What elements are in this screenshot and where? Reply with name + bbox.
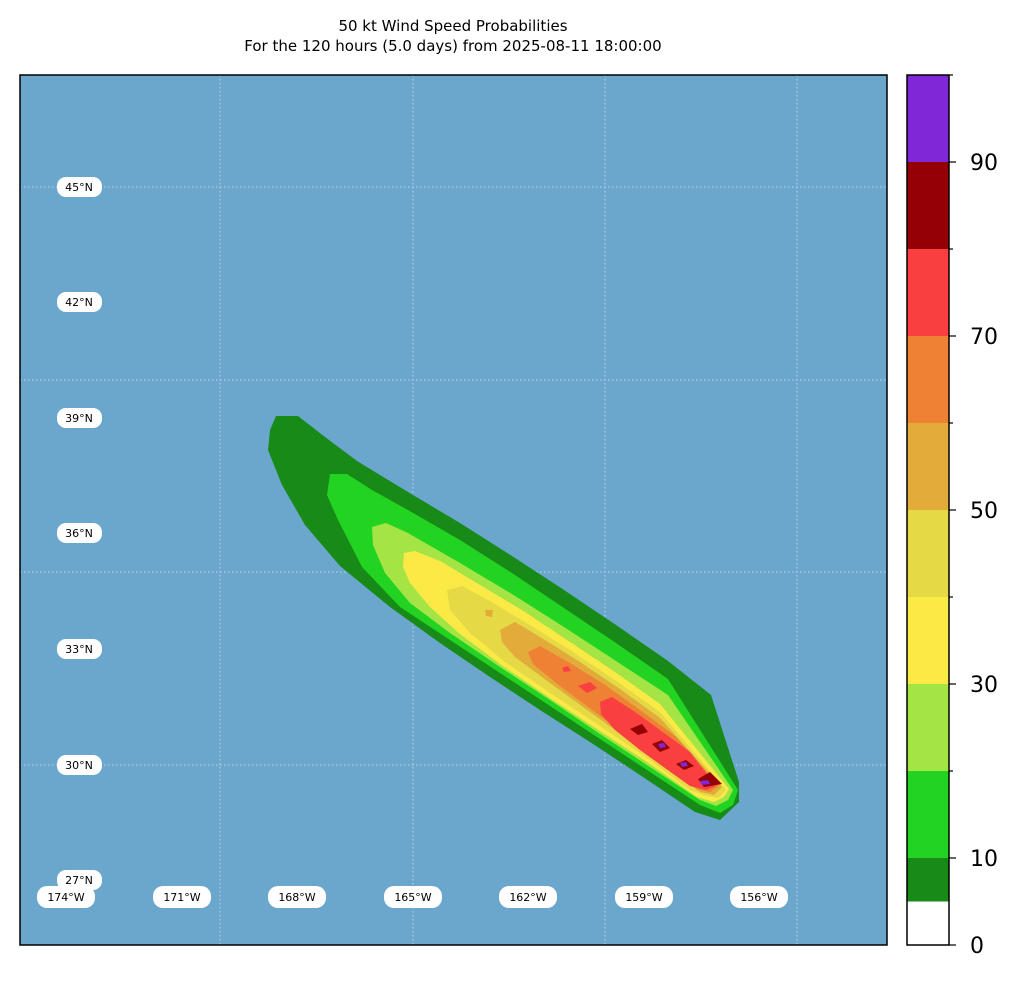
colorbar-frame [906, 74, 950, 946]
lat-label-36n: 36°N [57, 523, 102, 543]
map-frame [19, 74, 888, 946]
colorbar-bin-1 [907, 858, 949, 902]
lat-label-text: 27°N [65, 874, 93, 887]
colorbar [907, 75, 949, 945]
lat-label-text: 45°N [65, 181, 93, 194]
contour-90-100 [700, 780, 710, 785]
colorbar-tick-label: 0 [970, 934, 984, 959]
probability-swath [268, 416, 739, 820]
colorbar-labels: 0 10 30 50 70 90 [970, 151, 998, 959]
contour-70-80 [562, 666, 571, 672]
colorbar-bin-9 [907, 162, 949, 249]
lon-label-text: 159°W [625, 891, 662, 904]
title-line-1: 50 kt Wind Speed Probabilities [338, 17, 568, 35]
lon-label-text: 171°W [163, 891, 200, 904]
lon-label-171w: 171°W [153, 886, 211, 908]
lon-label-text: 174°W [47, 891, 84, 904]
lon-label-165w: 165°W [384, 886, 442, 908]
lat-label-text: 42°N [65, 296, 93, 309]
colorbar-tick-label: 10 [970, 847, 998, 872]
contour-70-80 [578, 682, 597, 693]
lon-label-text: 165°W [394, 891, 431, 904]
chart-title: 50 kt Wind Speed Probabilities For the 1… [0, 16, 906, 56]
contour-90-100 [658, 743, 666, 748]
lat-label-text: 33°N [65, 643, 93, 656]
latitude-labels: 45°N 42°N 39°N 36°N 33°N 30°N 27°N [57, 177, 102, 890]
lat-label-45n: 45°N [57, 177, 102, 197]
gridlines [20, 75, 887, 945]
contour-50-60 [485, 610, 493, 617]
lat-label-text: 39°N [65, 412, 93, 425]
lat-label-27n: 27°N [57, 870, 102, 890]
colorbar-bin-8 [907, 249, 949, 336]
lon-label-156w: 156°W [730, 886, 788, 908]
colorbar-ticks [949, 74, 956, 946]
lat-label-30n: 30°N [57, 755, 102, 775]
lon-label-159w: 159°W [615, 886, 673, 908]
lon-label-text: 168°W [278, 891, 315, 904]
lon-label-174w: 174°W [37, 886, 95, 908]
lat-label-text: 30°N [65, 759, 93, 772]
colorbar-bin-5 [907, 510, 949, 597]
colorbar-tick-label: 30 [970, 673, 998, 698]
colorbar-bin-6 [907, 423, 949, 510]
lon-label-text: 162°W [509, 891, 546, 904]
colorbar-tick-label: 50 [970, 499, 998, 524]
colorbar-bin-4 [907, 597, 949, 684]
title-line-2: For the 120 hours (5.0 days) from 2025-0… [244, 37, 662, 55]
lat-label-33n: 33°N [57, 639, 102, 659]
lon-label-168w: 168°W [268, 886, 326, 908]
colorbar-bin-3 [907, 684, 949, 771]
lat-label-text: 36°N [65, 527, 93, 540]
lon-label-162w: 162°W [499, 886, 557, 908]
contour-80-90 [630, 724, 648, 735]
colorbar-bin-2 [907, 771, 949, 858]
colorbar-tick-label: 70 [970, 325, 998, 350]
colorbar-bin-7 [907, 336, 949, 423]
colorbar-bin-10 [907, 75, 949, 162]
ocean-background [20, 75, 887, 945]
longitude-labels: 174°W 171°W 168°W 165°W 162°W 159°W 156°… [37, 886, 788, 908]
colorbar-tick-label: 90 [970, 151, 998, 176]
lat-label-39n: 39°N [57, 408, 102, 428]
colorbar-bin-0 [907, 901, 949, 945]
lat-label-42n: 42°N [57, 292, 102, 312]
contour-90-100 [680, 762, 688, 767]
lon-label-text: 156°W [740, 891, 777, 904]
